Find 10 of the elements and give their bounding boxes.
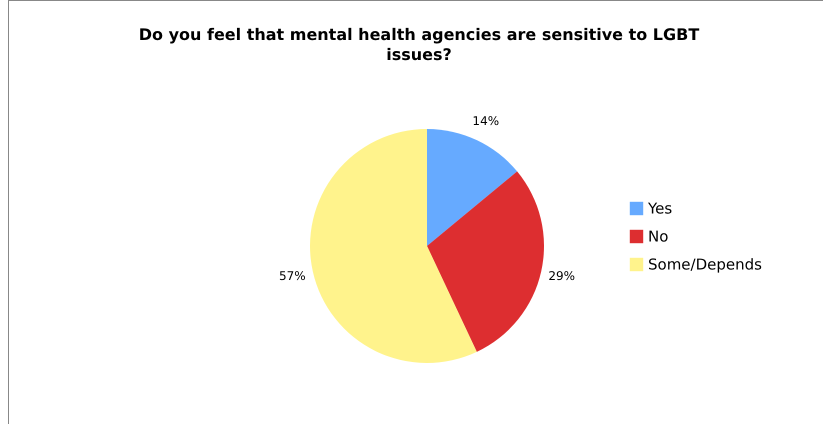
data-label: 14% — [472, 114, 500, 128]
pie-slice — [310, 129, 477, 363]
legend-label: Yes — [647, 200, 672, 218]
data-label: 57% — [278, 269, 306, 284]
data-label: 29% — [548, 269, 576, 284]
legend-label: Some/Depends — [648, 256, 762, 274]
chart-title: Do you feel that mental health agencies are sensitive to LGBT issues? — [138, 25, 700, 65]
pie-slice — [427, 171, 544, 352]
pie-slice — [427, 129, 518, 246]
legend-label: No — [648, 228, 668, 246]
